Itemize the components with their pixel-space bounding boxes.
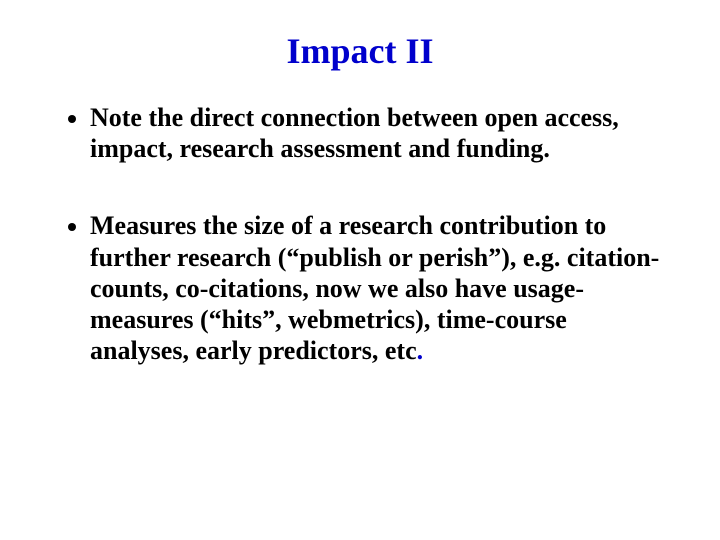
bullet-text: Measures the size of a research contribu… <box>90 211 659 365</box>
bullet-trailing: . <box>417 336 424 365</box>
slide: Impact II Note the direct connection bet… <box>0 0 720 540</box>
list-item: Measures the size of a research contribu… <box>90 210 680 366</box>
bullet-list: Note the direct connection between open … <box>40 102 680 366</box>
list-item: Note the direct connection between open … <box>90 102 680 164</box>
slide-title: Impact II <box>40 30 680 72</box>
bullet-text: Note the direct connection between open … <box>90 103 619 163</box>
